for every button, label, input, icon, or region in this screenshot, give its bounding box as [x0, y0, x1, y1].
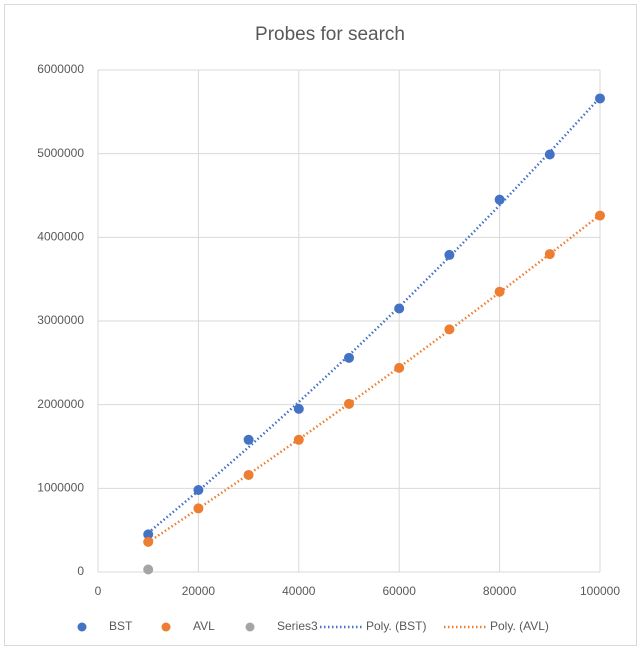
point	[293, 434, 304, 445]
point	[595, 93, 605, 104]
point	[293, 403, 304, 414]
legend-marker	[245, 622, 255, 632]
point	[544, 149, 555, 160]
point	[193, 485, 204, 496]
point	[544, 249, 555, 260]
point	[143, 536, 154, 547]
x-tick-label: 20000	[182, 584, 216, 598]
chart-border	[4, 4, 637, 646]
y-tick-label: 0	[77, 564, 84, 578]
legend-label: Poly. (BST)	[366, 619, 426, 633]
y-tick-label: 6000000	[37, 62, 84, 76]
chart-title: Probes for search	[255, 24, 405, 45]
legend-marker	[161, 622, 171, 632]
point	[243, 434, 254, 445]
x-tick-label: 40000	[282, 584, 316, 598]
legend-marker	[77, 622, 87, 632]
x-tick-label: 60000	[383, 584, 417, 598]
legend-label: Poly. (AVL)	[490, 619, 549, 633]
legend-label: Series3	[277, 619, 318, 633]
point	[344, 398, 354, 409]
y-tick-label: 3000000	[37, 313, 84, 327]
point	[143, 529, 154, 540]
point	[394, 303, 405, 314]
point	[344, 352, 354, 363]
legend-label: AVL	[193, 619, 215, 633]
point	[494, 286, 505, 297]
point	[494, 194, 505, 205]
y-tick-label: 1000000	[37, 481, 84, 495]
x-tick-label: 80000	[483, 584, 517, 598]
legend-label: BST	[109, 619, 133, 633]
trendline	[147, 96, 601, 534]
y-tick-label: 5000000	[37, 146, 84, 160]
point	[143, 564, 154, 575]
point	[444, 324, 455, 335]
y-tick-label: 4000000	[37, 230, 84, 244]
point	[394, 362, 405, 373]
x-tick-label: 100000	[580, 584, 620, 598]
y-tick-label: 2000000	[37, 397, 84, 411]
point	[444, 249, 455, 260]
point	[243, 469, 254, 480]
point	[595, 210, 605, 221]
point	[193, 503, 204, 514]
x-tick-label: 0	[95, 584, 102, 598]
